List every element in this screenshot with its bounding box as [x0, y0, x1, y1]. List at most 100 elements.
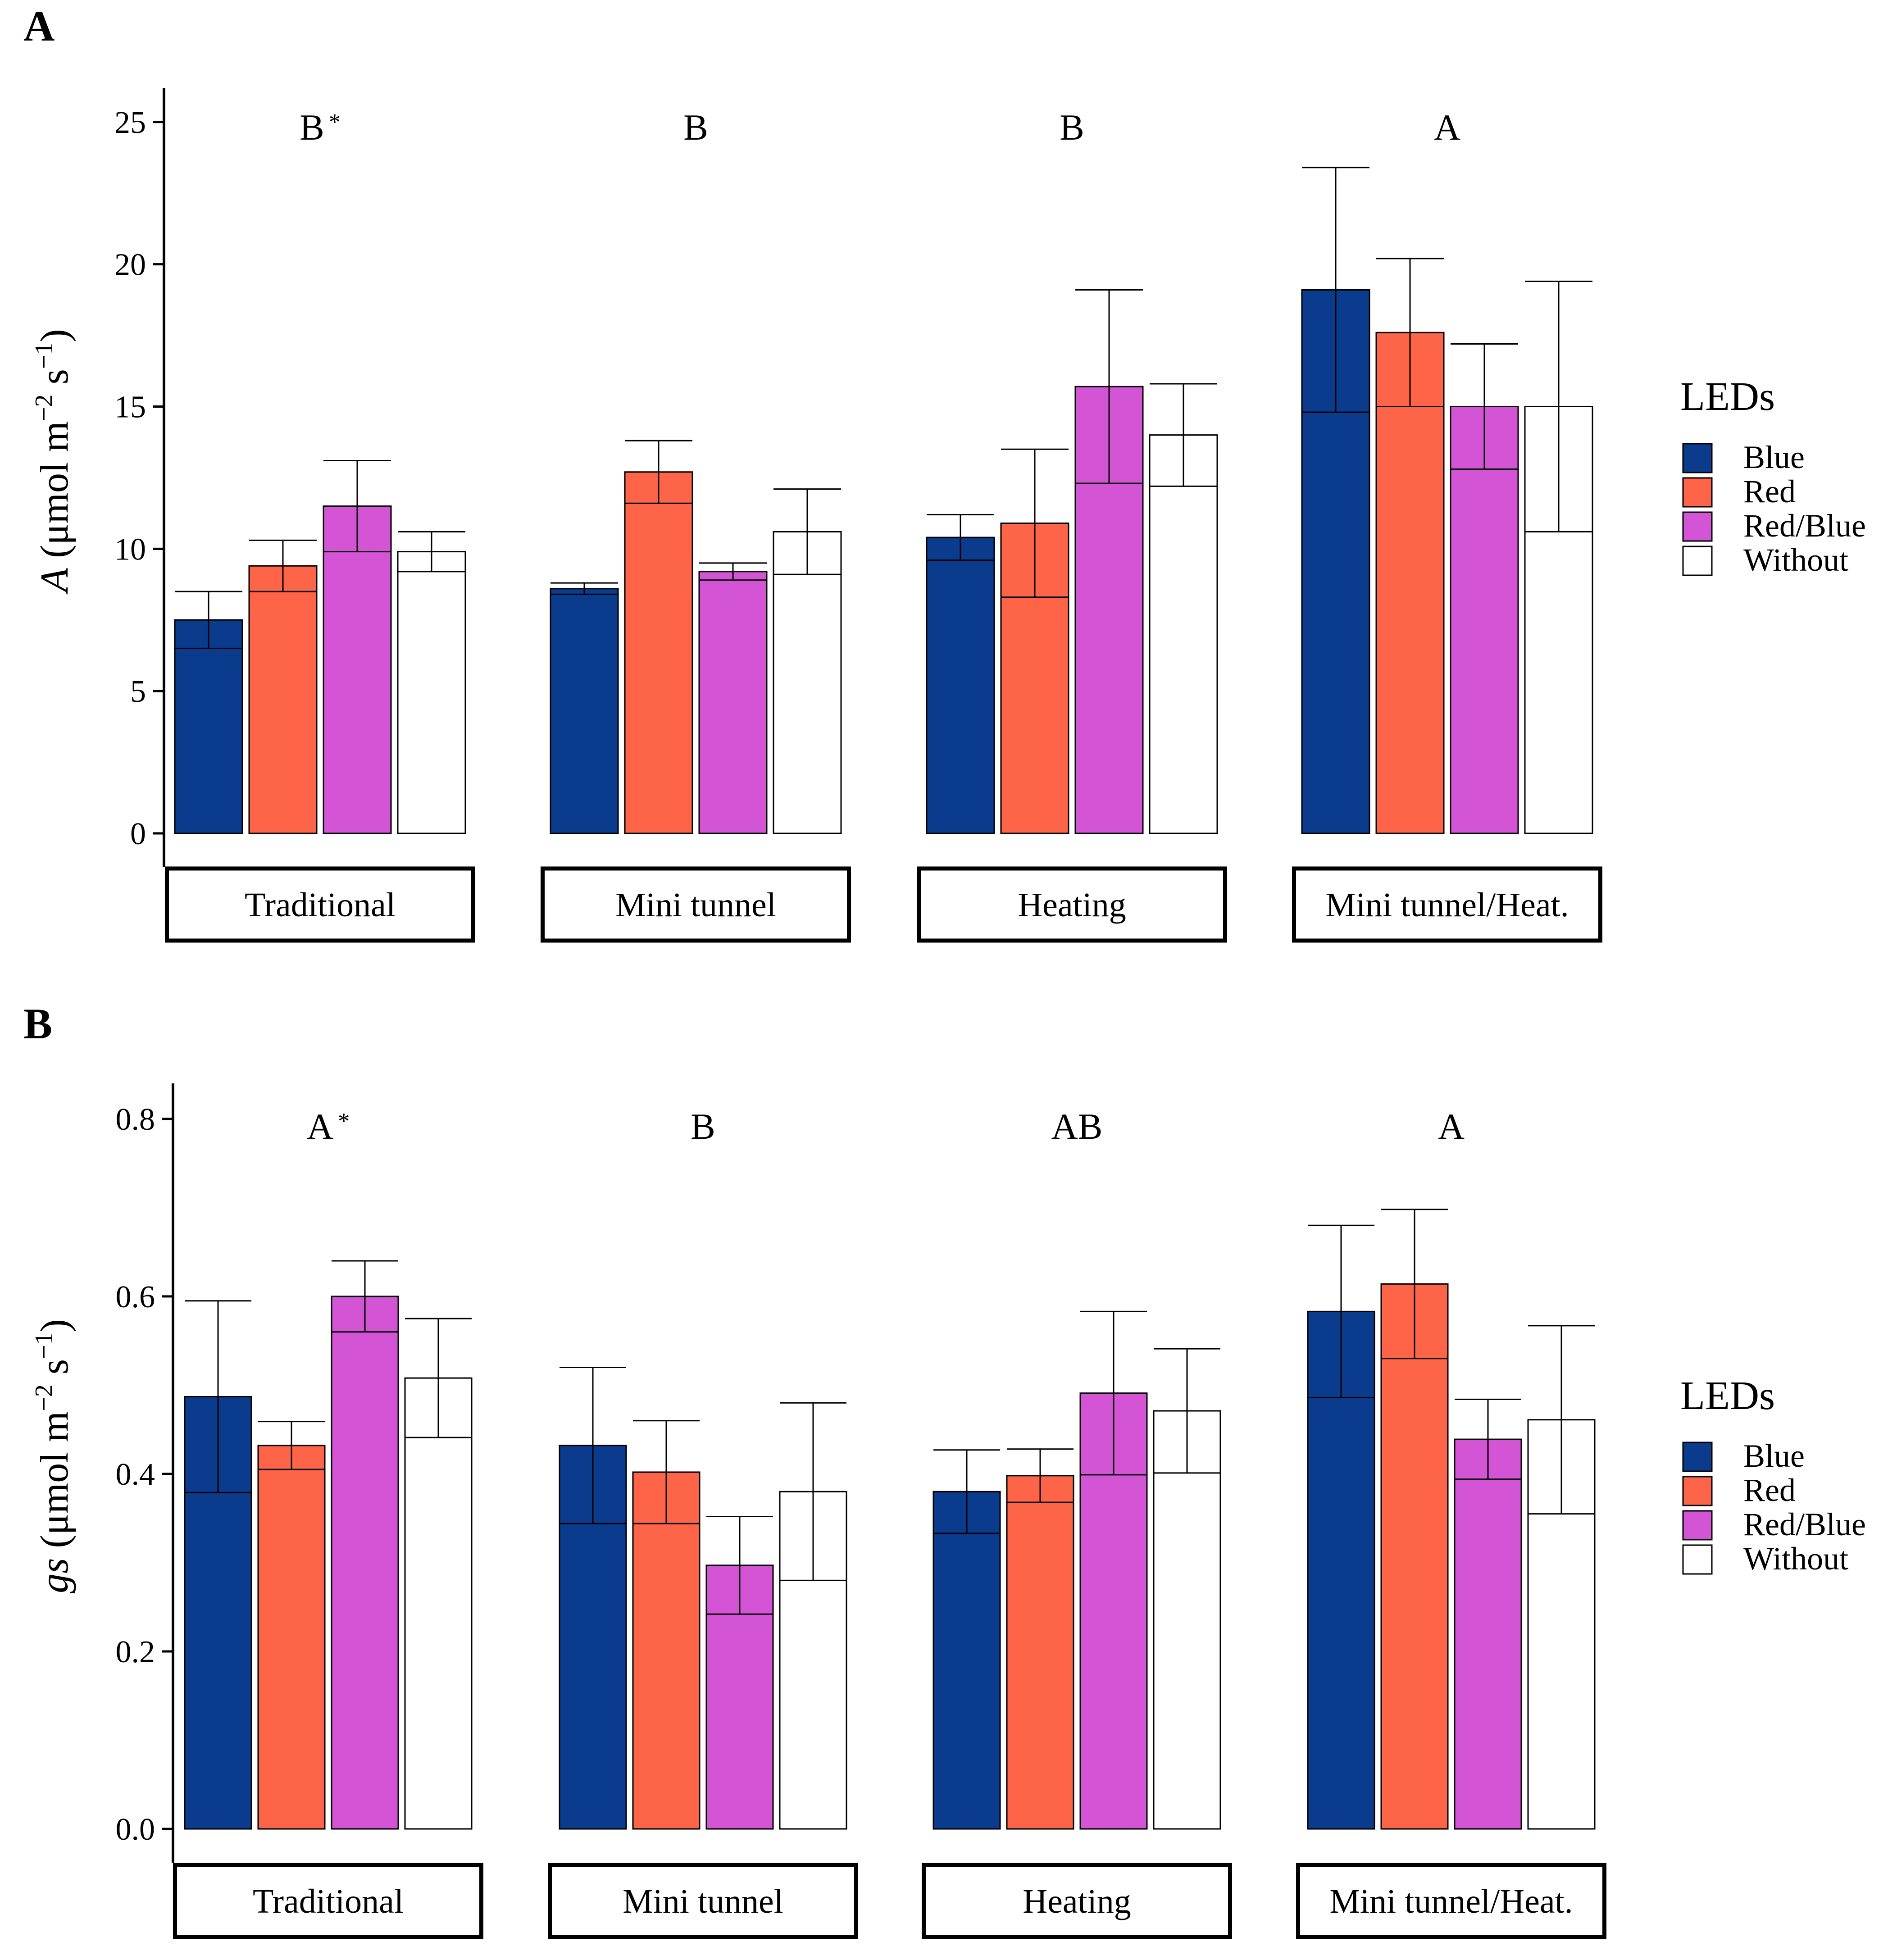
significance-star: *	[329, 109, 341, 135]
bar-mini-tunnel-heat-red-blue	[1454, 1438, 1522, 1830]
y-tick-label: 15	[114, 390, 146, 424]
y-axis-symbol: gs	[33, 1558, 77, 1593]
y-axis-exponent: −1	[30, 342, 58, 369]
y-axis-exponent: −2	[30, 1384, 58, 1411]
legend-label-without: Without	[1743, 1541, 1848, 1577]
legend-label-red: Red	[1743, 1472, 1796, 1508]
significance-letter-text: A	[1434, 107, 1460, 148]
facet-label: Mini tunnel/Heat.	[1325, 886, 1569, 924]
bar-traditional-red	[257, 1445, 326, 1830]
y-axis-symbol: A	[33, 568, 77, 595]
legend-label-without: Without	[1743, 542, 1848, 578]
significance-letter: B	[683, 107, 708, 148]
facet-label: Mini tunnel	[623, 1883, 783, 1920]
significance-letter-text: B	[683, 107, 708, 148]
y-tick-label: 0.2	[116, 1635, 155, 1669]
y-axis-exponent: −1	[30, 1332, 58, 1359]
legend-label-blue: Blue	[1743, 1438, 1805, 1474]
facet-strip	[165, 866, 475, 943]
y-axis-unit-s: s	[33, 1359, 77, 1384]
facet-label: Traditional	[245, 886, 396, 924]
y-axis-unit: (μmol m	[33, 421, 77, 568]
bar-mini-tunnel-heat-red-blue	[1450, 405, 1519, 834]
y-axis-title: A (μmol m−2 s−1)	[30, 329, 77, 594]
y-tick-label: 10	[114, 532, 146, 567]
legend-swatch-red-blue	[1682, 511, 1713, 542]
significance-letter-text: B	[1060, 107, 1084, 148]
significance-letter-text: AB	[1051, 1106, 1103, 1147]
significance-letter-text: B	[691, 1106, 715, 1147]
facet-label: Mini tunnel	[615, 886, 776, 924]
significance-letter: B *	[300, 107, 341, 148]
bar-heating-blue	[933, 1491, 1001, 1830]
panel-letter: A	[23, 2, 55, 50]
bar-traditional-blue	[174, 619, 243, 834]
facet-strip	[922, 1863, 1232, 1939]
bar-mini-tunnel-without	[773, 531, 842, 834]
bar-traditional-without	[397, 551, 466, 834]
y-tick-label: 0	[130, 817, 146, 851]
bar-heating-red	[1006, 1475, 1074, 1830]
legend-swatch-red	[1682, 1476, 1713, 1506]
legend-swatch-blue	[1682, 443, 1713, 473]
legend-title: LEDs	[1680, 1373, 1775, 1418]
facet-strip	[917, 866, 1227, 943]
legend-label-red-blue: Red/Blue	[1743, 508, 1866, 544]
bar-traditional-red	[248, 565, 318, 834]
legend-label-red-blue: Red/Blue	[1743, 1506, 1866, 1542]
y-tick-label: 0.0	[116, 1812, 155, 1847]
bar-mini-tunnel-red-blue	[698, 571, 768, 834]
bar-traditional-red-blue	[331, 1296, 399, 1830]
facet-strip	[548, 1863, 858, 1939]
facet-strip	[541, 866, 851, 943]
facet-label: Heating	[1023, 1883, 1131, 1920]
bar-traditional-red-blue	[323, 505, 392, 834]
bar-heating-blue	[926, 537, 995, 834]
y-tick-label: 0.8	[116, 1102, 155, 1137]
y-tick-label: 0.6	[116, 1280, 155, 1314]
bar-mini-tunnel-heat-red	[1380, 1283, 1449, 1830]
y-axis-unit-s: s	[33, 369, 77, 394]
bar-mini-tunnel-red	[632, 1471, 701, 1830]
facet-strip	[1296, 1863, 1606, 1939]
significance-letter: AB	[1051, 1106, 1103, 1147]
legend-swatch-red	[1682, 477, 1713, 508]
bar-mini-tunnel-heat-red	[1375, 332, 1445, 834]
facet-strip	[1292, 866, 1602, 943]
significance-star: *	[338, 1109, 350, 1134]
legend-title: LEDs	[1680, 374, 1775, 419]
y-axis-title: gs (μmol m−2 s−1)	[30, 1319, 77, 1593]
panel-letter: B	[23, 1000, 52, 1048]
legend-label-blue: Blue	[1743, 439, 1805, 475]
bar-heating-without	[1149, 434, 1218, 834]
bar-mini-tunnel-heat-without	[1527, 1419, 1596, 1830]
y-axis-exponent: −2	[30, 394, 58, 421]
significance-letter-text: B	[300, 107, 324, 148]
significance-letter: A *	[307, 1106, 350, 1147]
panel-b: B0.00.20.40.60.8gs (μmol m−2 s−1)A *Tradi…	[23, 1000, 1866, 1939]
bar-mini-tunnel-red	[624, 471, 693, 834]
legend-swatch-blue	[1682, 1442, 1713, 1472]
significance-letter: A	[1434, 107, 1460, 148]
y-tick-label: 20	[114, 248, 146, 282]
bar-mini-tunnel-blue	[550, 588, 619, 834]
significance-letter-text: A	[1438, 1106, 1465, 1147]
bar-traditional-without	[404, 1377, 473, 1830]
facet-label: Traditional	[253, 1883, 404, 1920]
legend-swatch-without	[1682, 546, 1713, 576]
significance-letter-text: A	[307, 1106, 333, 1147]
significance-letter: B	[691, 1106, 715, 1147]
y-tick-label: 0.4	[116, 1457, 155, 1492]
y-axis-close: )	[33, 1319, 77, 1332]
y-tick-label: 5	[130, 674, 146, 709]
significance-letter: B	[1060, 107, 1084, 148]
significance-letter: A	[1438, 1106, 1465, 1147]
facet-label: Mini tunnel/Heat.	[1329, 1883, 1573, 1920]
y-axis-unit: (μmol m	[33, 1411, 77, 1558]
y-tick-label: 25	[114, 105, 146, 140]
legend-swatch-red-blue	[1682, 1510, 1713, 1541]
legend-label-red: Red	[1743, 473, 1796, 509]
facet-label: Heating	[1018, 886, 1126, 924]
